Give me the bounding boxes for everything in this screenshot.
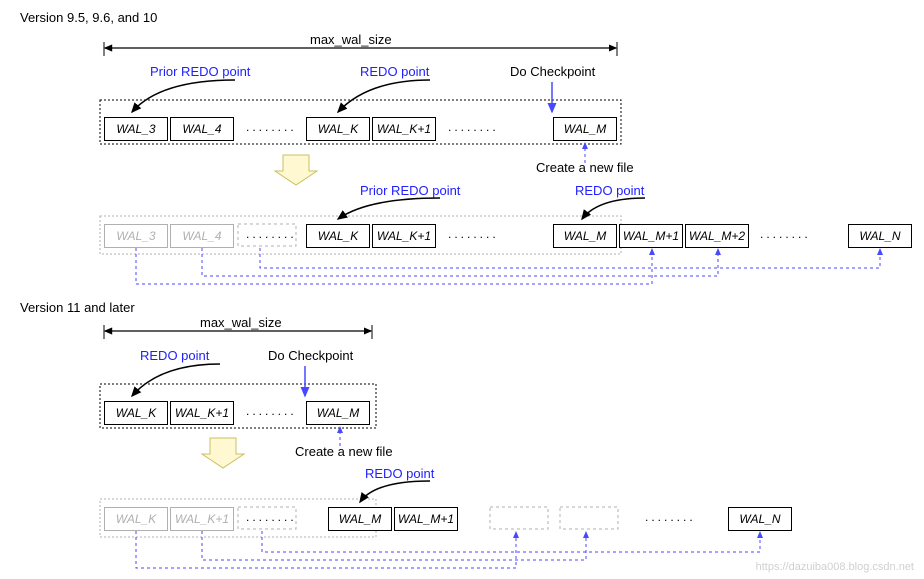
dots: ........ [760, 227, 811, 241]
wal-box-faded: WAL_K [104, 507, 168, 531]
wal-box: WAL_K+1 [372, 117, 436, 141]
label-maxwal-1: max_wal_size [310, 32, 392, 47]
wal-box: WAL_K+1 [372, 224, 436, 248]
wal-box: WAL_N [848, 224, 912, 248]
dots: ........ [448, 227, 499, 241]
wal-box: WAL_M+1 [619, 224, 683, 248]
label-prior-redo-1: Prior REDO point [150, 64, 250, 79]
wal-box-faded: WAL_3 [104, 224, 168, 248]
title-v11: Version 11 and later [20, 300, 135, 315]
wal-box: WAL_M [306, 401, 370, 425]
wal-box-faded: WAL_4 [170, 224, 234, 248]
label-create-1: Create a new file [536, 160, 634, 175]
wal-box-faded: WAL_K+1 [170, 507, 234, 531]
dots: ........ [448, 120, 499, 134]
wal-box: WAL_M+2 [685, 224, 749, 248]
label-checkpoint-1: Do Checkpoint [510, 64, 595, 79]
wal-box: WAL_K+1 [170, 401, 234, 425]
dots: ........ [246, 404, 297, 418]
dots: ........ [246, 227, 297, 241]
wal-box: WAL_K [306, 117, 370, 141]
wal-box: WAL_N [728, 507, 792, 531]
label-redo-4: REDO point [365, 466, 434, 481]
diagram-svg [0, 0, 924, 579]
wal-box: WAL_M [328, 507, 392, 531]
watermark: https://dazuiba008.blog.csdn.net [756, 561, 914, 573]
label-redo-1: REDO point [360, 64, 429, 79]
wal-box: WAL_M+1 [394, 507, 458, 531]
label-checkpoint-2: Do Checkpoint [268, 348, 353, 363]
title-v95: Version 9.5, 9.6, and 10 [20, 10, 157, 25]
wal-box: WAL_K [306, 224, 370, 248]
label-redo-3: REDO point [140, 348, 209, 363]
label-redo-2: REDO point [575, 183, 644, 198]
wal-box: WAL_4 [170, 117, 234, 141]
label-prior-redo-2: Prior REDO point [360, 183, 460, 198]
wal-box: WAL_M [553, 224, 617, 248]
dots: ........ [246, 510, 297, 524]
wal-box: WAL_3 [104, 117, 168, 141]
wal-box: WAL_M [553, 117, 617, 141]
label-maxwal-2: max_wal_size [200, 315, 282, 330]
label-create-2: Create a new file [295, 444, 393, 459]
dots: ........ [246, 120, 297, 134]
wal-box: WAL_K [104, 401, 168, 425]
dots: ........ [645, 510, 696, 524]
